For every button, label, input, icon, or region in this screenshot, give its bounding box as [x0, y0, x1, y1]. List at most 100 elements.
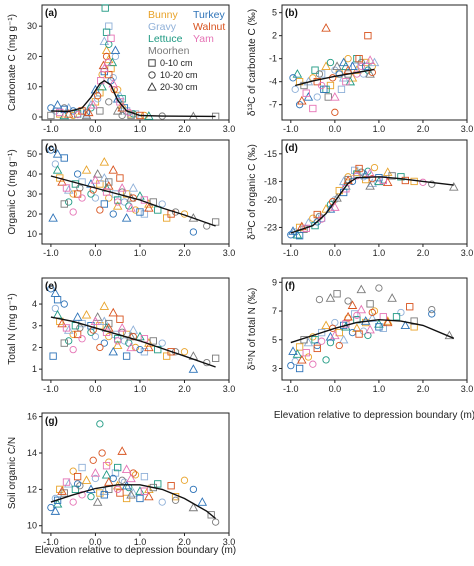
data-point-walnut: [343, 311, 353, 321]
data-point-lettuce: [392, 313, 401, 321]
data-point-gravy: [128, 488, 139, 497]
y-tick-label: 9: [272, 277, 277, 287]
data-point-gravy: [313, 93, 321, 101]
data-point-moorhen: [357, 168, 365, 176]
data-point-walnut: [401, 176, 409, 185]
data-point-walnut: [104, 477, 114, 486]
data-point-walnut: [167, 348, 175, 356]
data-point-lettuce: [101, 4, 109, 12]
x-tick-label: 1.0: [373, 248, 386, 258]
data-point-lettuce: [114, 463, 122, 472]
data-point-moorhen: [96, 107, 104, 115]
data-point-yam: [317, 337, 326, 345]
x-tick-label: 3.0: [223, 537, 236, 547]
x-tick-label: 2.0: [178, 384, 191, 394]
data-point-bunny: [163, 352, 171, 360]
data-point-walnut: [297, 95, 307, 105]
data-point-gravy: [140, 472, 149, 481]
data-point-yam: [62, 184, 71, 192]
y-axis-label: Total N (mg g⁻¹): [7, 293, 18, 364]
data-point-walnut: [94, 92, 102, 100]
data-point-turkey: [60, 154, 68, 162]
y-axis-label: δ¹⁵N of total N (‰): [247, 288, 258, 371]
data-point-bunny: [81, 475, 92, 484]
data-point-yam: [117, 322, 127, 332]
data-point-gravy: [99, 36, 110, 45]
data-point-yam: [365, 168, 375, 177]
data-point-moorhen: [92, 497, 103, 506]
x-tick-label: 3.0: [223, 248, 236, 258]
data-point-bunny: [370, 163, 379, 172]
data-point-lettuce: [96, 420, 104, 428]
data-point-gravy: [131, 110, 140, 118]
y-tick-label: 30: [27, 189, 37, 199]
panel-label: (a): [45, 8, 57, 19]
data-point-yam: [117, 183, 127, 192]
data-point-yam: [90, 175, 101, 184]
y-tick-label: 3: [32, 321, 37, 331]
data-point-moorhen: [366, 300, 374, 308]
data-point-walnut: [144, 342, 154, 352]
data-point-yam: [69, 208, 77, 216]
panel-f: -1.0 0.0 1.0 2.0 3.0 3 5 7 9 (f) δ¹⁵N of total N (…: [247, 277, 474, 421]
data-point-lettuce: [97, 81, 107, 91]
data-point-walnut: [98, 449, 106, 457]
data-point-moorhen: [315, 70, 324, 78]
data-point-yam: [114, 485, 122, 494]
data-point-turkey: [73, 170, 82, 178]
data-point-yam: [69, 498, 77, 506]
data-point-walnut: [73, 330, 82, 339]
data-point-walnut: [382, 177, 393, 186]
data-point-gravy: [99, 486, 110, 495]
data-point-walnut: [57, 177, 67, 186]
x-tick-label: -1.0: [283, 124, 299, 134]
data-point-moorhen: [92, 312, 103, 321]
y-axis-label: Soil organic C/N: [7, 437, 18, 509]
data-point-bunny: [368, 62, 376, 70]
data-point-bunny: [122, 190, 131, 198]
x-tick-label: 2.0: [417, 124, 430, 134]
data-point-turkey: [360, 170, 371, 179]
data-point-moorhen: [428, 180, 436, 188]
data-point-turkey: [110, 45, 121, 55]
legend-depth-label: 20-30 cm: [160, 82, 198, 92]
legend-square-icon: [148, 59, 156, 67]
data-point-moorhen: [428, 305, 436, 314]
data-point-yam: [99, 63, 110, 73]
legend-site-bunny: Bunny: [148, 9, 179, 21]
data-point-lettuce: [326, 338, 335, 347]
data-point-yam: [353, 70, 361, 78]
fit-line: [50, 175, 216, 227]
data-point-lettuce: [345, 76, 356, 86]
data-point-lettuce: [292, 349, 303, 358]
data-point-bunny: [105, 332, 113, 341]
data-point-moorhen: [118, 111, 126, 120]
y-tick-label: 12: [27, 484, 37, 494]
data-point-lettuce: [397, 173, 405, 181]
x-tick-label: 2.0: [178, 537, 191, 547]
plot-frame: [41, 4, 230, 121]
legend-circle-icon: [148, 71, 156, 79]
data-point-turkey: [295, 364, 304, 373]
data-point-gravy: [367, 313, 378, 322]
data-point-turkey: [53, 296, 62, 304]
data-point-walnut: [297, 354, 307, 364]
data-point-walnut: [108, 307, 119, 317]
data-point-lettuce: [135, 191, 145, 200]
data-point-lettuce: [311, 66, 319, 74]
data-point-turkey: [100, 200, 108, 208]
y-tick-label: 2: [32, 342, 37, 352]
data-point-bunny: [321, 61, 331, 70]
data-point-gravy: [369, 57, 380, 67]
fit-line: [50, 79, 216, 118]
panel-label: (f): [285, 281, 295, 292]
data-point-turkey: [47, 104, 55, 112]
data-point-gravy: [91, 194, 100, 202]
panel-e: -1.0 0.0 1.0 2.0 3.0 1 2 3 4 (e) Total N (mg g⁻¹): [7, 277, 235, 394]
data-point-turkey: [295, 101, 304, 109]
panel-label: (c): [45, 143, 57, 154]
data-point-moorhen: [388, 172, 396, 180]
x-tick-label: -1.0: [43, 537, 59, 547]
data-point-moorhen: [325, 293, 336, 302]
y-tick-label: 10: [27, 229, 37, 239]
